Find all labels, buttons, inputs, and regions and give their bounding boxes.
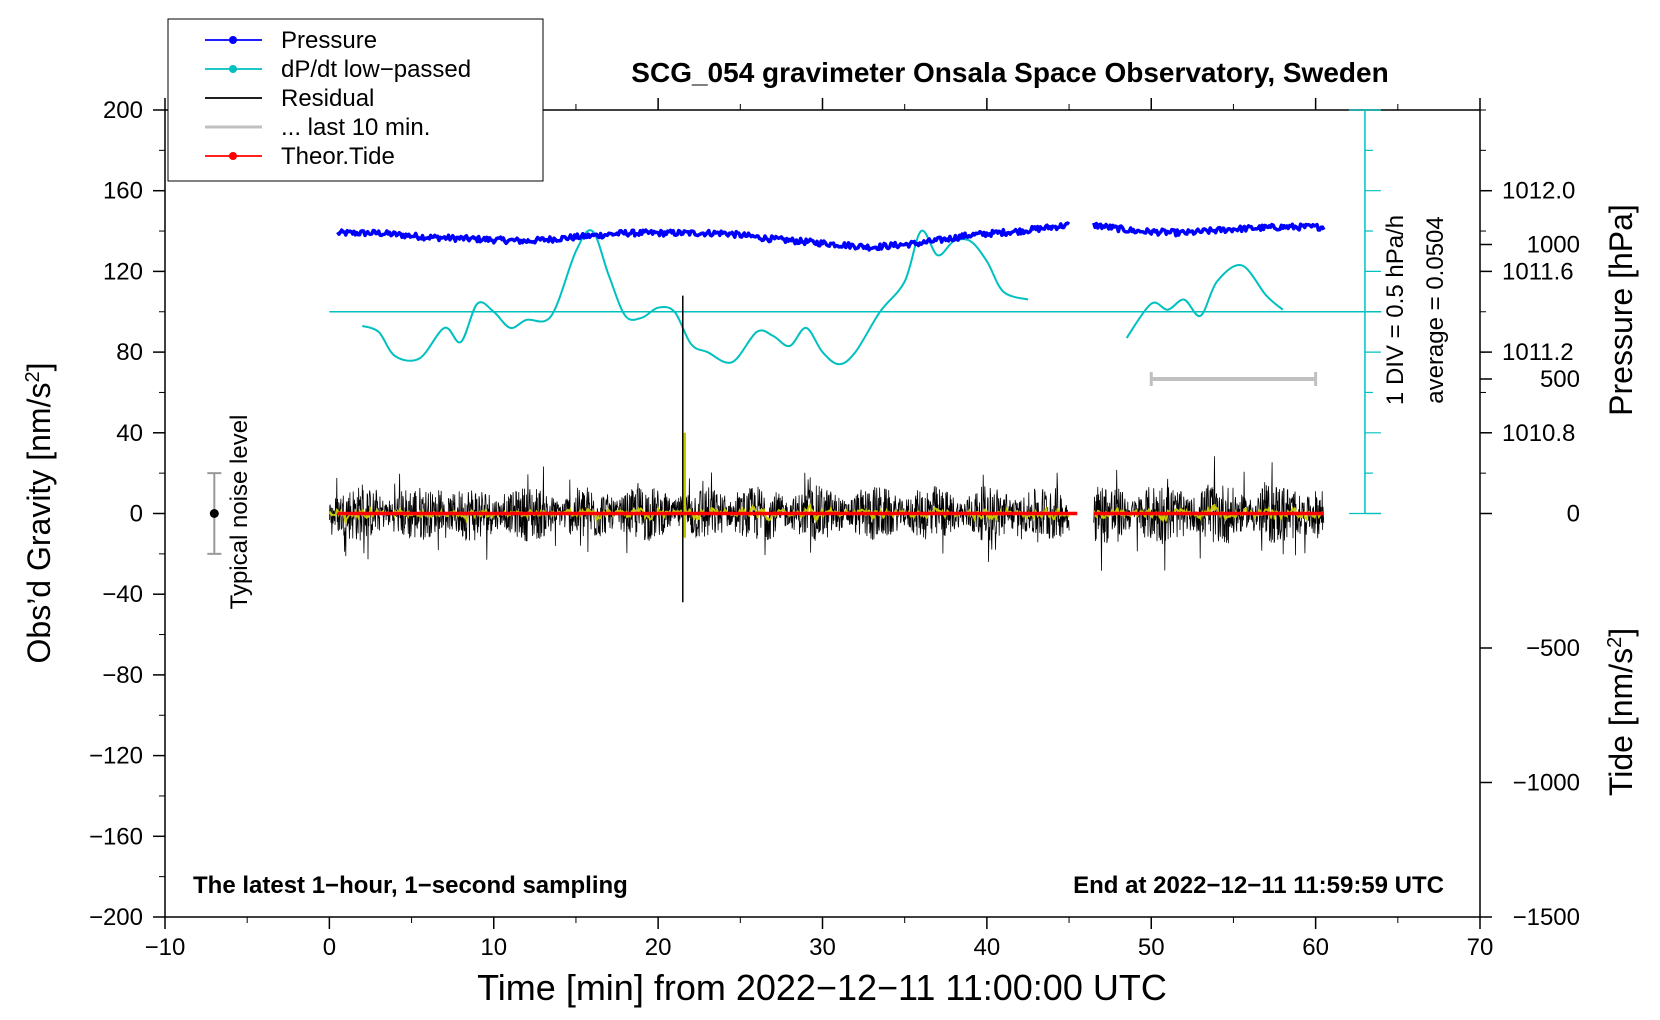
legend-swatch-marker (229, 36, 237, 44)
pressure-tick-label: 1012.0 (1502, 178, 1575, 205)
y-axis-title-left: Obs’d Gravity [nm/s2] (21, 363, 57, 664)
y-tick-label: −40 (102, 581, 143, 608)
average-label: average = 0.0504 (1422, 216, 1449, 404)
legend-label: dP/dt low−passed (281, 56, 471, 83)
y-tick-label: −160 (89, 823, 143, 850)
pressure-tick-label: 1011.2 (1502, 339, 1574, 366)
pressure-line (1092, 221, 1326, 238)
y-axis-title-tide-close: ] (1603, 628, 1639, 637)
series-layer (207, 110, 1382, 603)
axis-ticks: −10 0 10 20 30 40 50 60 70 200 160 120 80 40 0 −40 −80 −1… (89, 97, 1580, 961)
end-time-label: End at 2022−12−11 11:59:59 UTC (1073, 872, 1444, 899)
x-tick-label: 30 (809, 934, 836, 961)
residual-line (1093, 456, 1325, 571)
x-tick-label: 40 (974, 934, 1001, 961)
noise-dot (209, 509, 219, 518)
residual-line (329, 466, 1070, 562)
y-axis-title-tide-text: Tide [nm/s (1603, 648, 1639, 796)
y-tick-label: 120 (103, 258, 143, 285)
y-axis-title-tide-sup: 2 (1604, 637, 1626, 648)
pressure-line (336, 221, 1071, 252)
legend-label: ... last 10 min. (281, 114, 430, 141)
tide-tick-label: −1500 (1513, 904, 1580, 931)
x-tick-label: 70 (1467, 934, 1494, 961)
legend-swatch-marker (229, 152, 237, 160)
dpdt-line (361, 229, 1029, 366)
x-tick-label: 20 (645, 934, 672, 961)
y-axis-title-left-sup: 2 (22, 371, 44, 382)
y-axis-title-left-close: ] (21, 363, 57, 372)
legend-label: Theor.Tide (281, 143, 395, 170)
y-tick-label: 40 (116, 420, 143, 447)
tide-tick-label: 1000 (1527, 232, 1580, 259)
y-tick-label: −120 (89, 743, 143, 770)
x-tick-label: −10 (145, 934, 186, 961)
x-tick-label: 60 (1302, 934, 1329, 961)
dpdt-line (1125, 263, 1284, 339)
sampling-label: The latest 1−hour, 1−second sampling (193, 872, 628, 899)
legend-label: Pressure (281, 27, 377, 54)
annotation-layer: Typical noise level 1 DIV = 0.5 hPa/h av… (193, 215, 1449, 899)
x-axis-title: Time [min] from 2022−12−11 11:00:00 UTC (477, 967, 1167, 1008)
x-tick-label: 0 (323, 934, 336, 961)
chart-title: SCG_054 gravimeter Onsala Space Observat… (631, 57, 1388, 88)
noise-level-label: Typical noise level (226, 415, 253, 610)
y-axis-title-pressure: Pressure [hPa] (1603, 204, 1639, 416)
pressure-tick-label: 1011.6 (1502, 258, 1574, 285)
tide-tick-label: 0 (1567, 501, 1580, 528)
tide-tick-label: −1000 (1513, 770, 1580, 797)
y-axis-title-left-text: Obs’d Gravity [nm/s (21, 383, 57, 664)
y-tick-label: −80 (102, 662, 143, 689)
y-tick-label: 0 (130, 501, 143, 528)
legend-swatch-marker (229, 65, 237, 73)
y-tick-label: 200 (103, 97, 143, 124)
tide-tick-label: 500 (1540, 366, 1580, 393)
y-tick-label: 160 (103, 178, 143, 205)
y-tick-label: −200 (89, 904, 143, 931)
legend-label: Residual (281, 85, 374, 112)
div-scale-label: 1 DIV = 0.5 hPa/h (1382, 215, 1409, 405)
x-tick-label: 10 (480, 934, 507, 961)
tide-tick-label: −500 (1526, 635, 1580, 662)
y-tick-label: 80 (116, 339, 143, 366)
x-tick-label: 50 (1138, 934, 1165, 961)
y-axis-title-tide: Tide [nm/s2] (1603, 628, 1639, 796)
pressure-tick-label: 1010.8 (1502, 420, 1575, 447)
